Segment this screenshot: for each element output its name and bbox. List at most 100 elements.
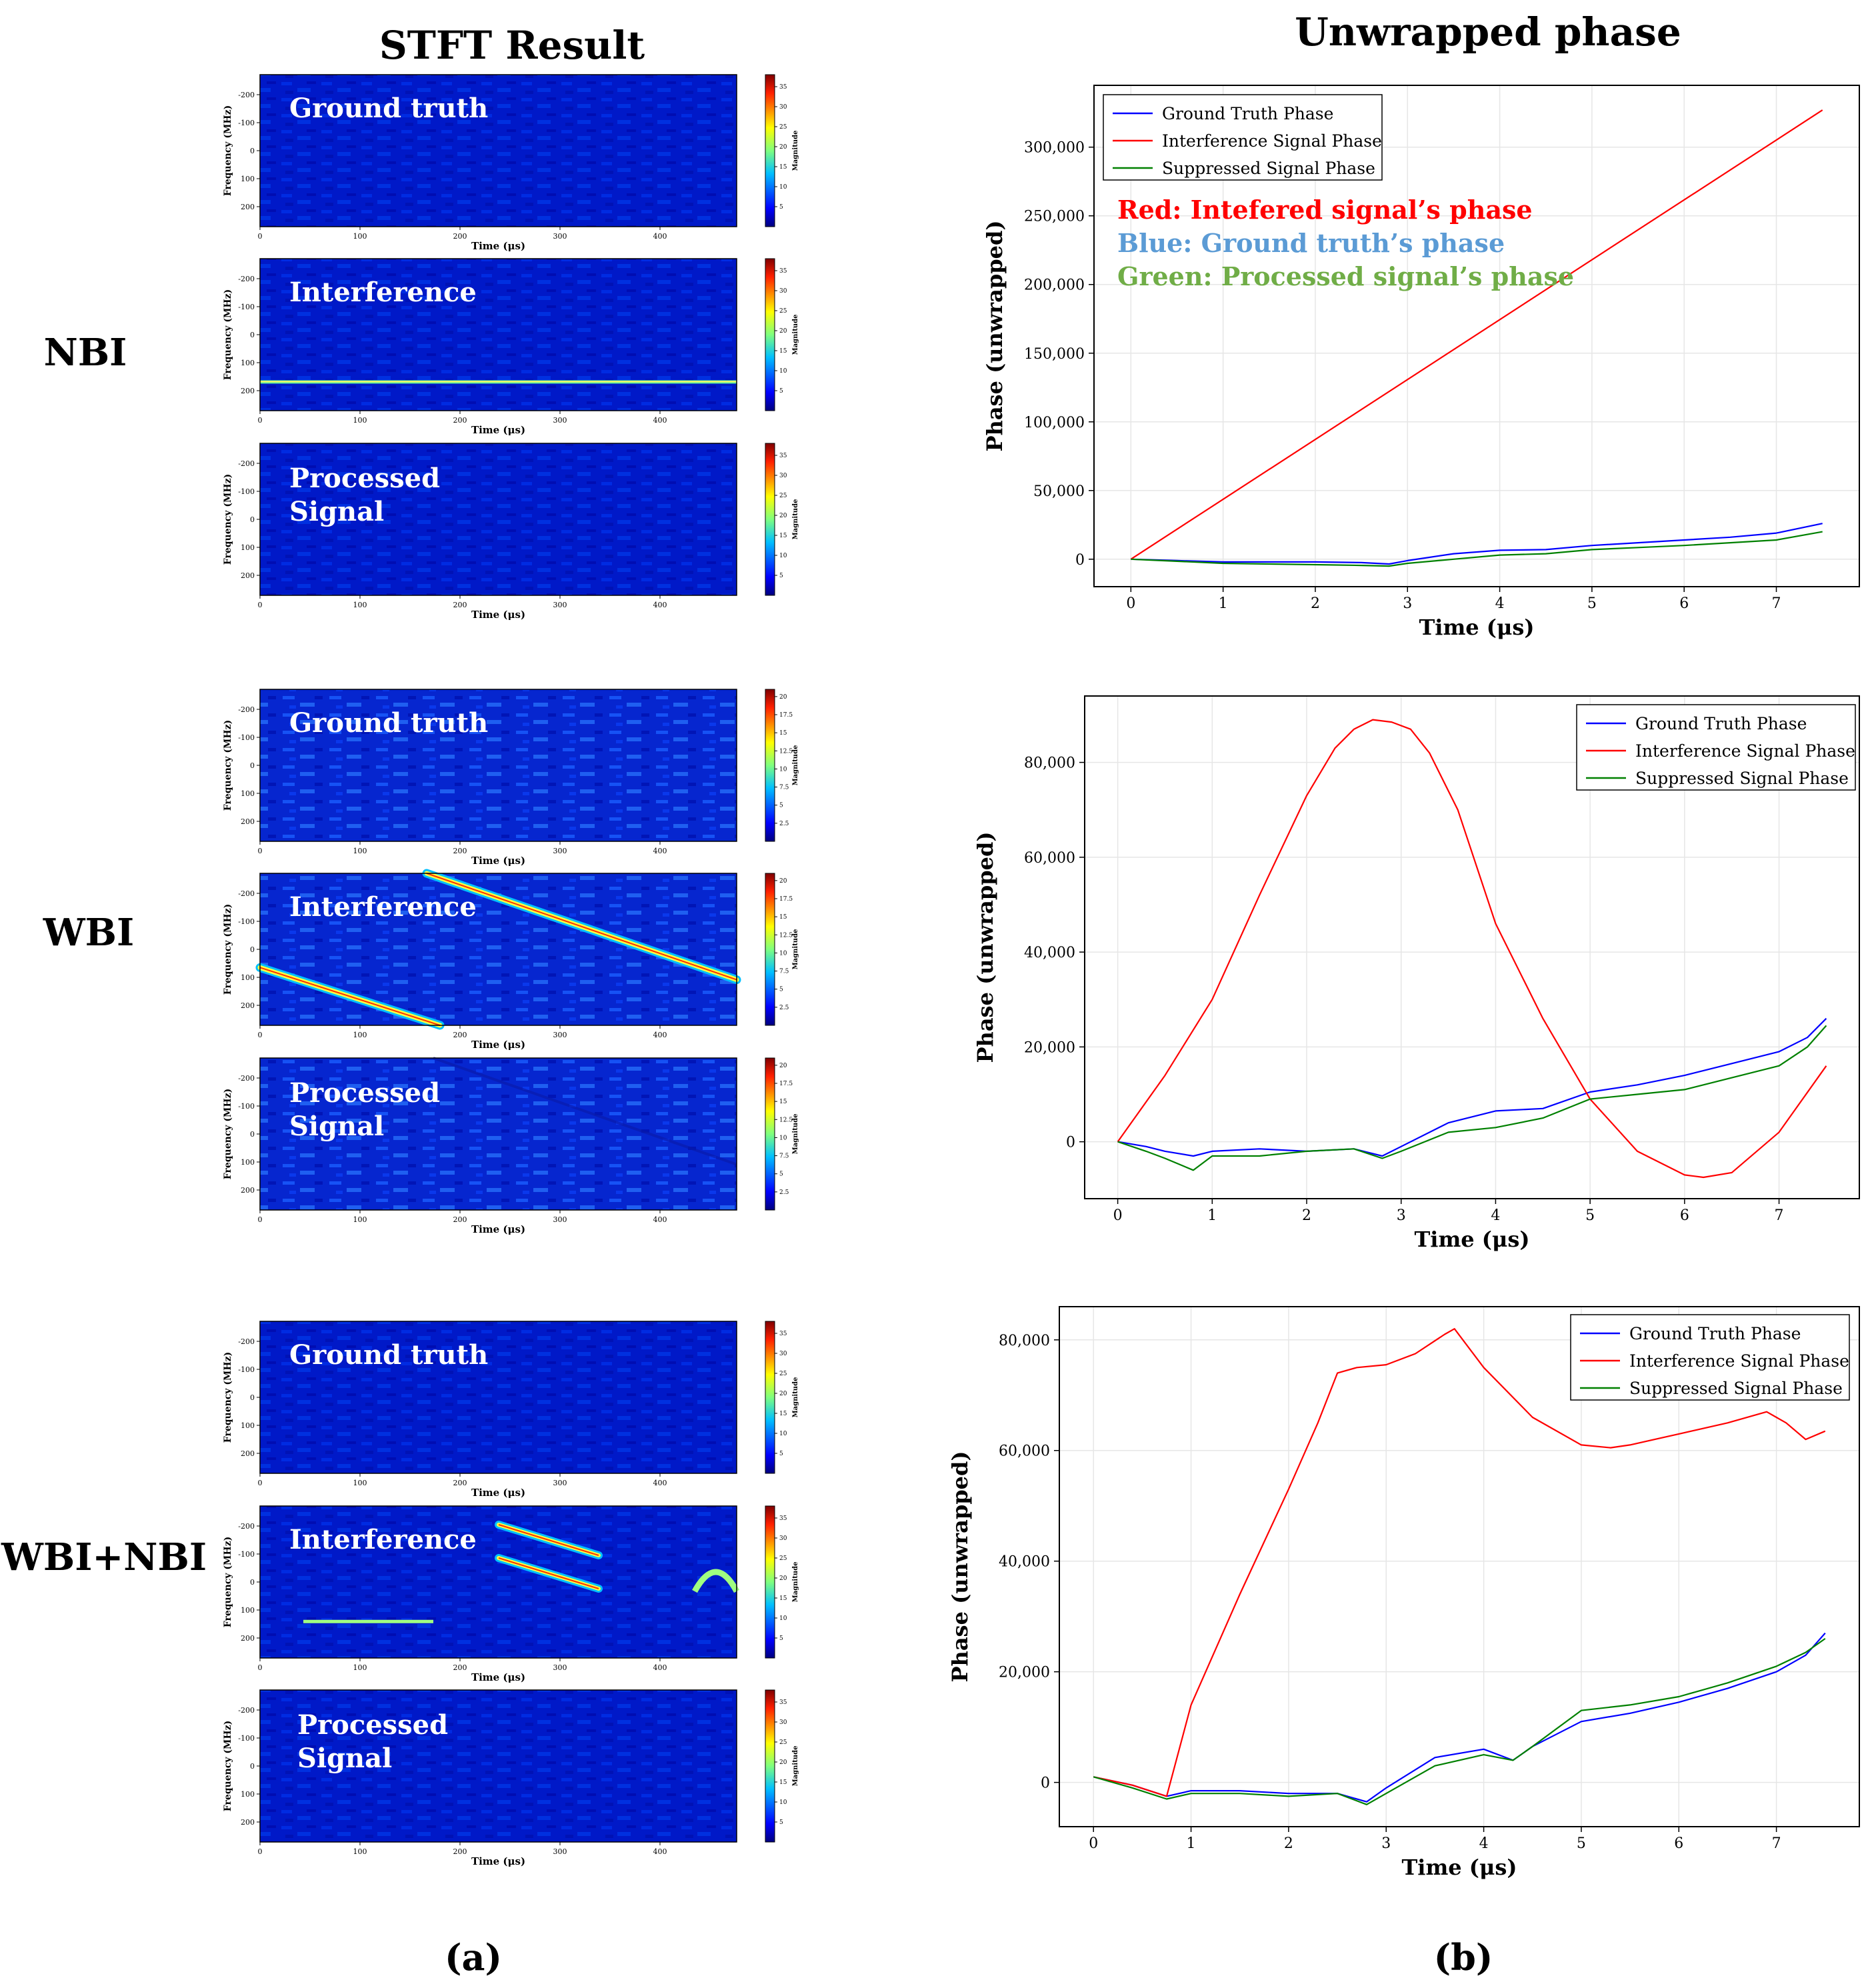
colorbar-tick-label: 5 xyxy=(779,1819,783,1826)
stft-ylabel: Frequency (MHz) xyxy=(223,1721,233,1812)
color-annotation: Red: Intefered signal’s phase Blue: Grou… xyxy=(1117,195,1574,291)
xtick-label: 7 xyxy=(1772,595,1781,612)
caption-a: (a) xyxy=(445,1936,502,1979)
ytick-label: -100 xyxy=(238,119,255,127)
ytick-label: 0 xyxy=(1075,552,1085,569)
xtick-label: 7 xyxy=(1772,1835,1781,1852)
annotation-red: Red: Intefered signal’s phase xyxy=(1117,195,1533,225)
xtick-label: 400 xyxy=(653,416,667,425)
colorbar-gradient xyxy=(765,1505,775,1659)
series-line-ground-truth-phase xyxy=(1117,1017,1827,1157)
stft-ylabel: Frequency (MHz) xyxy=(223,105,233,197)
legend-entry: Ground Truth Phase xyxy=(1162,104,1333,123)
colorbar-tick-label: 7.5 xyxy=(779,1153,789,1160)
stft-xlabel: Time (μs) xyxy=(471,609,525,621)
xtick-label: 3 xyxy=(1381,1835,1391,1852)
xtick-label: 2 xyxy=(1302,1207,1311,1224)
stft-ylabel: Frequency (MHz) xyxy=(223,1089,233,1180)
stft-panel-2-processed: -200 -100 0 100 200 0 100 200 300 400 Time (μs) Fre… xyxy=(223,1057,799,1235)
ytick-label: 200 xyxy=(241,1186,255,1195)
chirp-core xyxy=(498,1557,599,1589)
xtick-label: 0 xyxy=(258,416,263,425)
colorbar-tick-label: 20 xyxy=(779,513,787,519)
colorbar: 35 30 25 20 15 10 5 Magnitude xyxy=(765,443,799,596)
legend-entry: Suppressed Signal Phase xyxy=(1635,769,1849,788)
stft-xlabel: Time (μs) xyxy=(471,1487,525,1499)
ytick-label: 0 xyxy=(250,1130,255,1139)
chirp-core xyxy=(259,967,441,1026)
xtick-label: 100 xyxy=(353,1031,367,1039)
colorbar-tick-label: 5 xyxy=(779,1451,783,1457)
ytick-label: 150,000 xyxy=(1024,346,1085,363)
colorbar-tick-label: 25 xyxy=(779,1739,787,1746)
stft-ylabel: Frequency (MHz) xyxy=(223,1352,233,1443)
colorbar-tick-label: 30 xyxy=(779,1719,787,1726)
stft-xlabel: Time (μs) xyxy=(471,1223,525,1235)
stft-panel-2-ground: -200 -100 0 100 200 0 100 200 300 400 Time (μs) Fre… xyxy=(223,689,799,867)
colorbar-tick-label: 20 xyxy=(779,1759,787,1766)
stft-ylabel: Frequency (MHz) xyxy=(223,289,233,381)
colorbar-label: Magnitude xyxy=(792,1746,799,1787)
xtick-label: 200 xyxy=(453,1663,467,1672)
stft-xlabel: Time (μs) xyxy=(471,424,525,436)
colorbar-gradient xyxy=(765,873,775,1026)
ytick-label: -100 xyxy=(238,303,255,311)
colorbar-tick-label: 15 xyxy=(779,914,787,921)
panel-label-ground: Ground truth xyxy=(289,93,488,124)
ytick-label: 250,000 xyxy=(1024,209,1085,225)
spectrogram-image xyxy=(260,689,737,841)
row-label-nbi: NBI xyxy=(44,331,127,375)
ytick-label: 200 xyxy=(241,571,255,580)
legend-entry: Suppressed Signal Phase xyxy=(1162,159,1375,178)
ytick-label: 0 xyxy=(1041,1775,1050,1792)
xtick-label: 300 xyxy=(553,847,567,855)
xtick-label: 4 xyxy=(1491,1207,1500,1224)
xtick-label: 300 xyxy=(553,1847,567,1856)
ytick-label: -100 xyxy=(238,733,255,742)
panel-label-ground: Ground truth xyxy=(289,1339,488,1371)
colorbar-tick-label: 5 xyxy=(779,1171,783,1178)
xtick-label: 100 xyxy=(353,1215,367,1224)
colorbar-tick-label: 12.5 xyxy=(779,748,793,755)
xtick-label: 100 xyxy=(353,1663,367,1672)
xtick-label: 200 xyxy=(453,1215,467,1224)
ytick-label: 50,000 xyxy=(1033,483,1085,500)
spectrogram-image xyxy=(260,1321,737,1473)
annotation-blue: Blue: Ground truth’s phase xyxy=(1117,228,1505,258)
series-line-suppressed-signal-phase xyxy=(1131,531,1823,567)
ytick-label: 80,000 xyxy=(999,1333,1050,1349)
panel-label-interference: Interference xyxy=(289,277,477,308)
colorbar-tick-label: 20 xyxy=(779,1063,787,1069)
colorbar-tick-label: 30 xyxy=(779,1535,787,1542)
ytick-label: 100 xyxy=(241,1421,255,1430)
colorbar-tick-label: 15 xyxy=(779,1779,787,1786)
colorbar: 35 30 25 20 15 10 5 Magnitude xyxy=(765,1505,799,1659)
colorbar-gradient xyxy=(765,258,775,411)
colorbar-tick-label: 10 xyxy=(779,553,787,559)
plot-frame xyxy=(1059,1306,1860,1827)
colorbar-tick-label: 20 xyxy=(779,878,787,885)
colorbar-gradient xyxy=(765,1057,775,1211)
plot-frame xyxy=(1084,695,1860,1199)
colorbar-gradient xyxy=(765,74,775,227)
ytick-label: -200 xyxy=(238,1706,255,1715)
colorbar-tick-label: 5 xyxy=(779,803,783,809)
xtick-label: 400 xyxy=(653,1663,667,1672)
legend: Ground Truth Phase Interference Signal Ph… xyxy=(1570,1314,1850,1401)
colorbar: 35 30 25 20 15 10 5 Magnitude xyxy=(765,258,799,411)
stft-panel-1-ground: -200 -100 0 100 200 0 100 200 300 400 Time (μs) Fre… xyxy=(223,74,799,252)
ytick-label: 0 xyxy=(250,147,255,155)
colorbar-tick-label: 12.5 xyxy=(779,932,793,939)
panel-label-processed: Processed xyxy=(289,463,440,494)
ytick-label: -200 xyxy=(238,1074,255,1083)
spectrogram-image xyxy=(260,75,737,227)
panel-label-processed: Processed xyxy=(297,1709,448,1741)
ytick-label: 0 xyxy=(250,515,255,524)
xtick-label: 0 xyxy=(258,601,263,609)
panel-label-interference: Interference xyxy=(289,891,477,923)
xtick-label: 200 xyxy=(453,1479,467,1487)
colorbar-tick-label: 25 xyxy=(779,1371,787,1377)
xtick-label: 400 xyxy=(653,847,667,855)
stft-header: STFT Result xyxy=(379,23,645,68)
